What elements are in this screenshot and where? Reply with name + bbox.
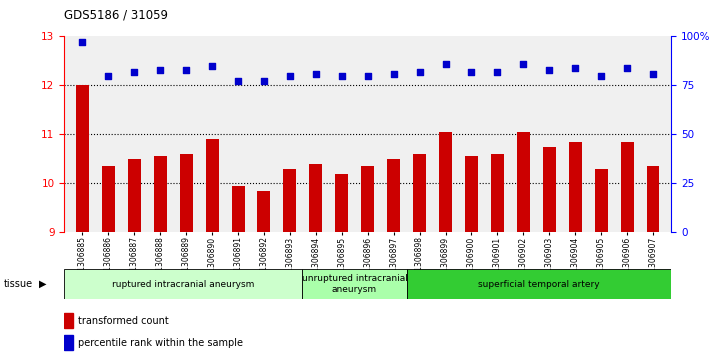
- Bar: [569, 142, 582, 232]
- Point: [466, 69, 477, 74]
- Point: [284, 73, 296, 78]
- Point: [440, 61, 451, 67]
- Bar: [361, 166, 374, 232]
- Point: [206, 63, 218, 69]
- Bar: [128, 159, 141, 232]
- Point: [129, 69, 140, 74]
- Bar: [620, 142, 633, 232]
- Point: [103, 73, 114, 78]
- Text: ▶: ▶: [39, 279, 47, 289]
- Bar: [491, 154, 504, 232]
- Bar: [309, 164, 322, 232]
- Point: [181, 67, 192, 73]
- Bar: [413, 154, 426, 232]
- Bar: [407, 269, 671, 299]
- Point: [362, 73, 373, 78]
- Point: [414, 69, 426, 74]
- Bar: [64, 313, 74, 328]
- Point: [336, 73, 348, 78]
- Point: [621, 65, 633, 70]
- Bar: [180, 154, 193, 232]
- Bar: [439, 132, 452, 232]
- Bar: [543, 147, 555, 232]
- Bar: [283, 168, 296, 232]
- Text: transformed count: transformed count: [78, 316, 169, 326]
- Point: [518, 61, 529, 67]
- Bar: [517, 132, 530, 232]
- Bar: [387, 159, 400, 232]
- Bar: [102, 166, 115, 232]
- Point: [648, 71, 659, 77]
- Bar: [64, 335, 74, 350]
- Text: tissue: tissue: [4, 279, 33, 289]
- Point: [570, 65, 581, 70]
- Bar: [154, 156, 166, 232]
- Bar: [302, 269, 407, 299]
- Bar: [64, 269, 302, 299]
- Point: [388, 71, 399, 77]
- Bar: [465, 156, 478, 232]
- Text: unruptured intracranial
aneurysm: unruptured intracranial aneurysm: [301, 274, 408, 294]
- Point: [76, 39, 88, 45]
- Point: [154, 67, 166, 73]
- Point: [595, 73, 607, 78]
- Bar: [258, 191, 271, 232]
- Bar: [336, 174, 348, 232]
- Point: [310, 71, 321, 77]
- Text: GDS5186 / 31059: GDS5186 / 31059: [64, 9, 169, 22]
- Point: [492, 69, 503, 74]
- Point: [232, 78, 243, 84]
- Bar: [76, 85, 89, 232]
- Text: superficial temporal artery: superficial temporal artery: [478, 280, 600, 289]
- Bar: [206, 139, 218, 232]
- Bar: [646, 166, 660, 232]
- Point: [258, 78, 270, 84]
- Point: [543, 67, 555, 73]
- Bar: [231, 186, 244, 232]
- Text: percentile rank within the sample: percentile rank within the sample: [78, 338, 243, 347]
- Text: ruptured intracranial aneurysm: ruptured intracranial aneurysm: [112, 280, 254, 289]
- Bar: [595, 168, 608, 232]
